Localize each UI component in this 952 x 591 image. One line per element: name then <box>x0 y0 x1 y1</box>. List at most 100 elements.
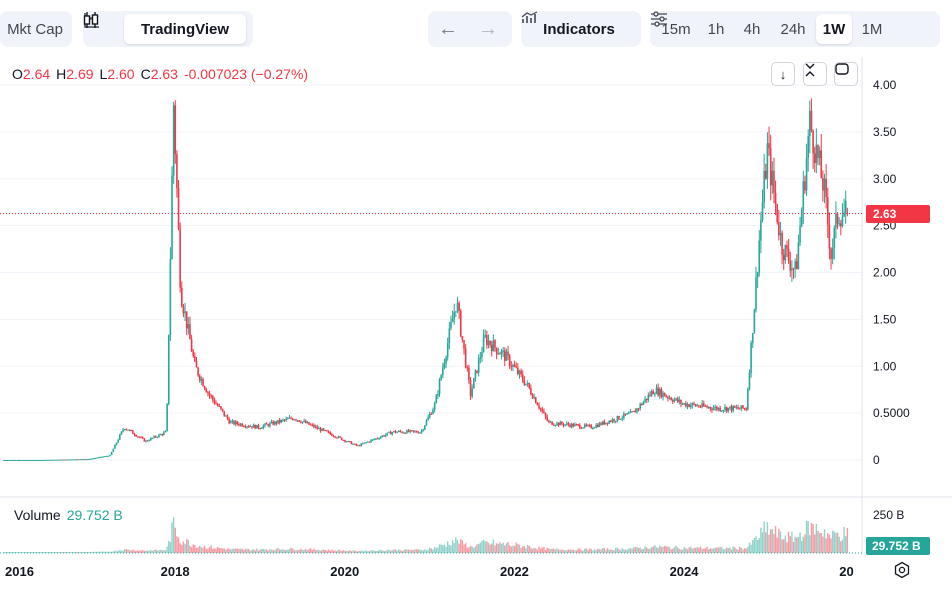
collapse-button[interactable] <box>803 62 827 86</box>
volume-bar <box>166 546 168 553</box>
volume-bar <box>539 548 542 553</box>
back-arrow-button[interactable]: ← <box>428 14 468 44</box>
candle-body <box>114 444 116 449</box>
candle-body <box>608 420 610 424</box>
volume-bar <box>306 550 309 553</box>
mkt-cap-button[interactable]: Mkt Cap <box>7 20 63 38</box>
candle-body <box>242 426 245 428</box>
tradingview-button[interactable]: TradingView <box>83 12 246 44</box>
candle-body <box>430 413 433 415</box>
volume-bar <box>575 550 578 553</box>
candle-body <box>508 355 511 367</box>
candle-body <box>260 427 263 429</box>
candle-body <box>254 424 257 429</box>
candle-body <box>764 170 767 179</box>
volume-bar <box>241 548 243 553</box>
volume-bar <box>66 551 69 553</box>
candle-body <box>208 392 211 396</box>
candle-body <box>332 435 335 437</box>
candle-body <box>676 398 679 402</box>
volume-bar <box>668 546 671 553</box>
ohlc-legend: O 2.64 H 2.69 L 2.60 C 2.63 -0.007023 (−0.27… <box>12 66 308 82</box>
timeframe-15m[interactable]: 15m <box>661 20 691 38</box>
volume-bar <box>580 550 583 553</box>
candle-body <box>432 409 434 415</box>
volume-bar <box>600 549 602 553</box>
candle-body <box>733 405 736 408</box>
volume-bar <box>321 549 323 553</box>
candle-body <box>81 459 84 461</box>
volume-bar <box>606 548 609 553</box>
volume-bar <box>548 548 550 553</box>
volume-bar <box>598 549 601 553</box>
candle-body <box>48 459 51 461</box>
candle-body <box>251 426 253 428</box>
gear-icon[interactable] <box>893 561 911 579</box>
volume-bar <box>822 536 824 553</box>
candle-body <box>181 287 183 307</box>
volume-bar <box>753 537 756 553</box>
volume-bar <box>587 549 589 553</box>
volume-bar <box>802 536 805 553</box>
candle-body <box>195 361 198 368</box>
fullscreen-button[interactable] <box>834 62 858 86</box>
download-button[interactable]: ↓ <box>771 62 795 86</box>
volume-bar <box>174 527 176 553</box>
timeframe-24h[interactable]: 24h <box>780 20 806 38</box>
volume-bar <box>141 550 144 553</box>
volume-bar <box>549 548 552 553</box>
candle-body <box>458 302 460 311</box>
volume-bar <box>499 542 501 553</box>
timeframe-4h[interactable]: 4h <box>743 20 761 38</box>
timeframe-1m[interactable]: 1M <box>861 20 883 38</box>
candle-body <box>21 460 23 461</box>
candle-body <box>401 431 403 433</box>
volume-bar <box>8 552 10 553</box>
chart-settings-button[interactable] <box>651 11 932 44</box>
candle-body <box>433 403 436 410</box>
candle-body <box>534 397 537 404</box>
candle-body <box>6 460 9 461</box>
volume-bar <box>37 552 39 553</box>
volume-bar <box>228 548 230 553</box>
candle-body <box>551 421 553 425</box>
candle-body <box>526 383 529 385</box>
candle-body <box>711 408 713 411</box>
y-tick-label: 1.00 <box>873 359 897 373</box>
indicators-group: Indicators <box>521 11 641 47</box>
volume-bar <box>696 546 698 553</box>
candle-body <box>146 440 149 442</box>
volume-bar <box>716 547 718 553</box>
forward-arrow-button[interactable]: → <box>468 14 508 44</box>
chart-style-group: TradingView <box>83 11 253 47</box>
volume-bar <box>763 521 765 553</box>
candle-body <box>16 460 18 461</box>
volume-bar <box>500 543 503 553</box>
volume-bar <box>332 550 335 553</box>
volume-bar <box>688 547 690 553</box>
volume-bar <box>190 547 193 553</box>
volume-bar <box>486 541 488 553</box>
volume-bar <box>391 550 393 553</box>
volume-bar <box>378 549 380 553</box>
candle-body <box>836 213 839 224</box>
candle-body <box>215 403 217 405</box>
volume-bar <box>673 547 676 553</box>
volume-bar <box>624 549 627 553</box>
timeframe-1w[interactable]: 1W <box>816 14 852 44</box>
volume-bar <box>104 551 106 553</box>
volume-bar <box>724 549 726 553</box>
candle-body <box>650 391 653 396</box>
volume-bar <box>383 550 385 553</box>
candle-body <box>120 431 123 435</box>
indicators-button[interactable]: Indicators <box>521 11 637 44</box>
volume-bar <box>34 552 36 553</box>
volume-bar <box>94 551 97 553</box>
candle-body <box>347 441 349 443</box>
volume-bar <box>45 551 48 553</box>
volume-bar <box>73 551 75 553</box>
timeframe-1h[interactable]: 1h <box>707 20 725 38</box>
candle-body <box>355 443 358 446</box>
candle-body <box>846 212 849 214</box>
